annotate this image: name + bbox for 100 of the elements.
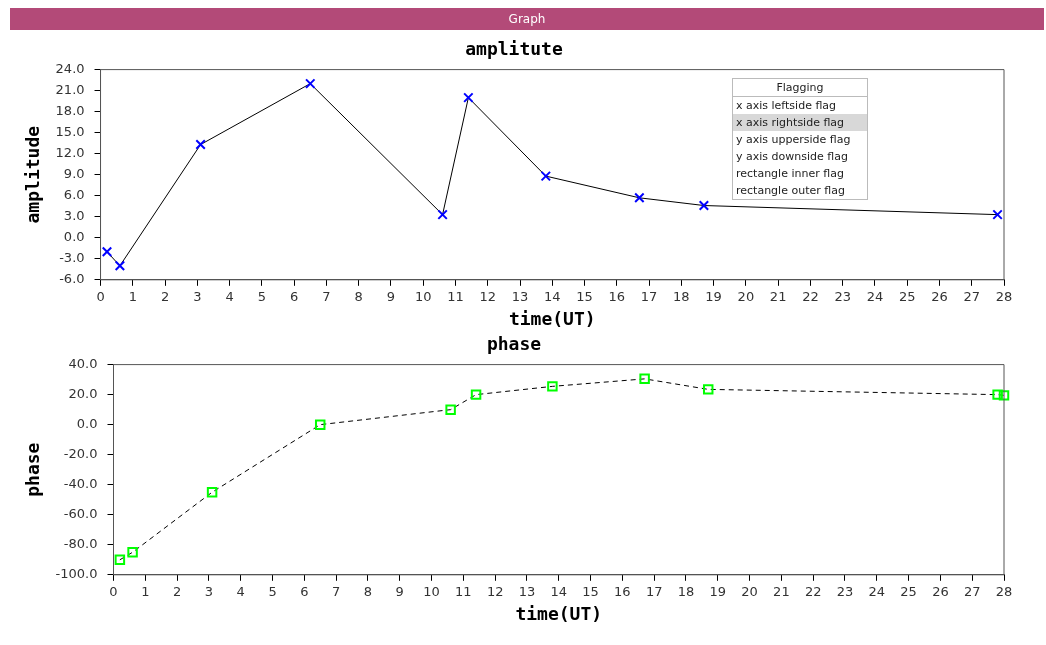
x-tick-label: 16 <box>608 288 626 304</box>
point <box>114 260 126 272</box>
x-tick-label: 21 <box>769 288 787 304</box>
x-tick-label: 5 <box>268 583 277 599</box>
x-tick-label: 6 <box>290 288 299 304</box>
x-tick-label: 28 <box>995 288 1013 304</box>
point <box>547 381 558 392</box>
x-tick-label: 10 <box>414 288 432 304</box>
y-tick-label: -3.0 <box>59 250 85 266</box>
y-tick-label: 15.0 <box>55 124 85 140</box>
point <box>634 192 645 204</box>
x-axis-title: time(UT) <box>515 602 603 624</box>
point <box>437 209 448 220</box>
annotation: rectangle inner flag <box>733 165 867 182</box>
y-tick-label: 20.0 <box>68 386 98 401</box>
y-tick-label: 18.0 <box>55 103 85 119</box>
annotation: Flagging <box>733 79 867 97</box>
y-tick-label: 12.0 <box>55 145 85 161</box>
y-tick-label: 40.0 <box>68 355 98 371</box>
y-axis-title: amplitude <box>22 125 44 224</box>
y-tick-label: -20.0 <box>63 446 98 462</box>
x-tick-label: 21 <box>773 583 790 599</box>
text: Graph <box>10 8 1044 30</box>
x-axis-title: time(UT) <box>508 307 596 329</box>
x-tick-label: 3 <box>204 583 214 599</box>
x-tick-label: 4 <box>236 583 245 599</box>
x-tick-label: 11 <box>455 583 472 599</box>
y-tick-label: -60.0 <box>63 506 98 522</box>
x-tick-label: 5 <box>257 288 267 304</box>
x-tick-label: 13 <box>518 583 536 599</box>
point <box>127 547 138 558</box>
annotation: y axis upperside flag <box>733 131 867 148</box>
x-tick-label: 4 <box>225 288 234 304</box>
x-tick-label: 23 <box>836 583 854 599</box>
x-tick-label: 22 <box>802 288 819 304</box>
x-tick-label: 6 <box>300 583 309 599</box>
x-tick-label: 9 <box>395 583 404 599</box>
x-tick-label: 19 <box>709 583 727 599</box>
point <box>195 139 206 150</box>
y-tick-label: 0.0 <box>63 229 85 245</box>
x-tick-label: 15 <box>576 288 593 304</box>
x-tick-label: 24 <box>866 288 884 304</box>
point <box>998 390 1010 401</box>
y-tick-label: 6.0 <box>63 187 85 203</box>
x-tick-label: 15 <box>582 583 599 599</box>
y-tick-label: -40.0 <box>63 476 98 492</box>
x-tick-label: 0 <box>96 288 105 304</box>
y-tick-label: -100.0 <box>55 566 98 582</box>
point <box>639 373 650 385</box>
x-tick-label: 1 <box>128 288 137 304</box>
point <box>992 209 1003 220</box>
point <box>992 389 1003 400</box>
x-tick-label: 23 <box>834 288 851 304</box>
annotation: y axis downside flag <box>733 148 867 165</box>
point <box>702 384 714 395</box>
x-tick-label: 14 <box>544 288 561 304</box>
x-tick-label: 27 <box>963 583 981 599</box>
x-tick-label: 3 <box>193 288 202 304</box>
chart-title: amplitute <box>465 38 563 60</box>
point <box>305 78 316 89</box>
x-tick-label: 12 <box>479 288 497 304</box>
annotation: x axis rightside flag <box>733 114 867 131</box>
x-tick-label: 24 <box>868 583 886 599</box>
y-tick-label: 21.0 <box>55 81 85 97</box>
x-tick-label: 18 <box>673 288 690 304</box>
y-tick-label: 9.0 <box>63 166 85 182</box>
x-tick-label: 25 <box>900 583 917 599</box>
point <box>463 92 474 103</box>
x-tick-label: 14 <box>550 583 568 599</box>
x-tick-label: 12 <box>486 583 504 599</box>
x-tick-label: 16 <box>614 583 631 599</box>
point <box>540 170 552 182</box>
x-tick-label: 8 <box>363 583 373 599</box>
y-tick-label: -6.0 <box>59 271 85 287</box>
x-tick-label: 20 <box>741 583 758 599</box>
point <box>114 554 126 566</box>
x-tick-label: 11 <box>447 288 464 304</box>
x-tick-label: 22 <box>804 583 822 599</box>
x-tick-label: 19 <box>705 288 722 304</box>
x-tick-label: 2 <box>160 288 170 304</box>
point <box>101 246 113 258</box>
annotation: rectangle outer flag <box>733 182 867 199</box>
x-tick-label: 2 <box>172 583 182 599</box>
x-tick-label: 25 <box>898 288 916 304</box>
x-tick-label: 17 <box>640 288 658 304</box>
point <box>314 419 326 430</box>
point <box>470 389 482 400</box>
x-tick-label: 27 <box>963 288 981 304</box>
x-tick-label: 7 <box>322 288 331 304</box>
y-axis-title: phase <box>22 442 44 497</box>
x-tick-label: 13 <box>511 288 529 304</box>
x-tick-label: 1 <box>141 583 150 599</box>
y-tick-label: 24.0 <box>55 60 85 76</box>
y-tick-label: 3.0 <box>63 208 85 224</box>
x-tick-label: 26 <box>931 288 948 304</box>
x-tick-label: 20 <box>737 288 755 304</box>
annotation: x axis leftside flag <box>733 97 867 114</box>
x-tick-label: 17 <box>645 583 663 599</box>
x-tick-label: 8 <box>354 288 363 304</box>
x-tick-label: 0 <box>109 583 118 599</box>
